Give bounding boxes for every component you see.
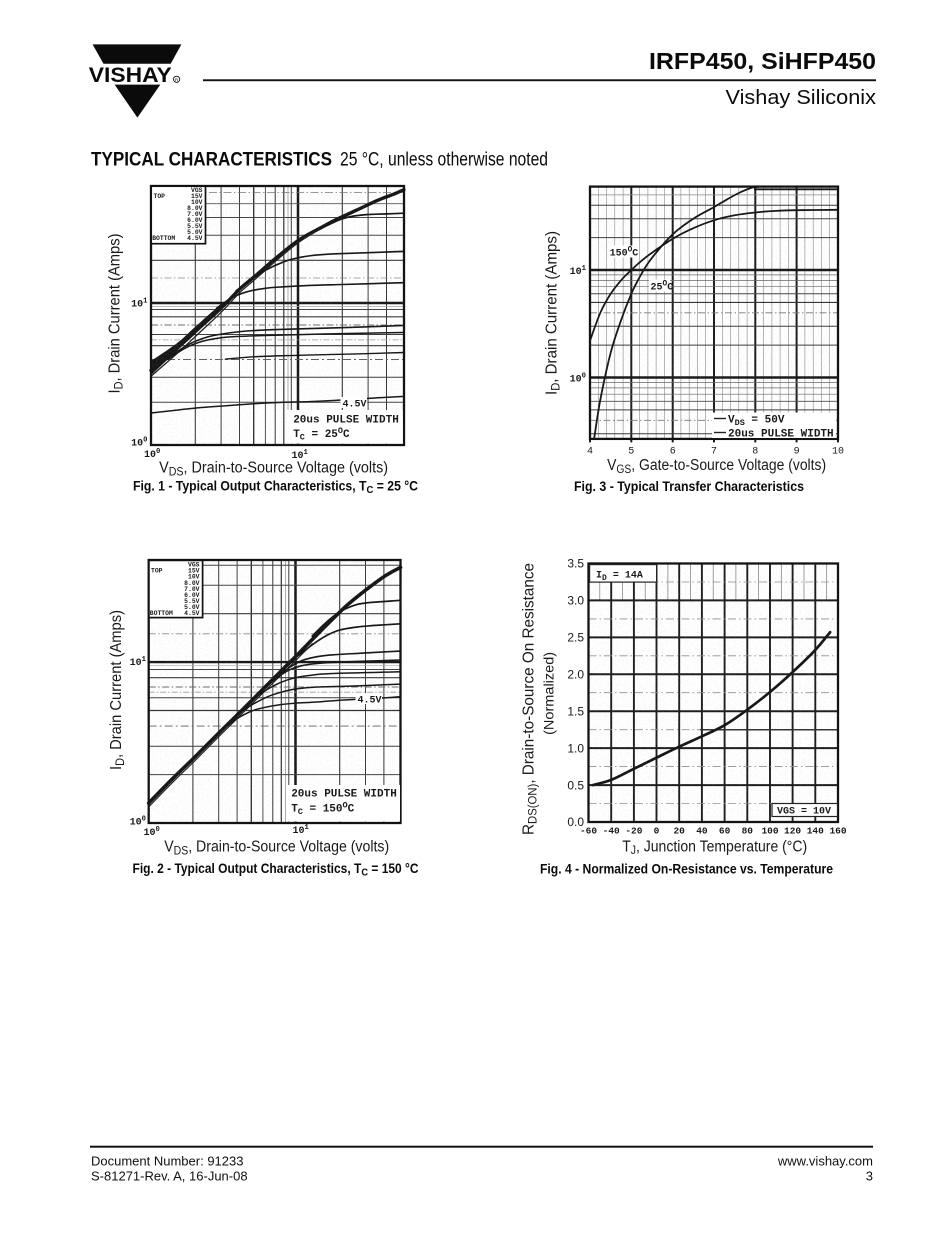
svg-text:10: 10 [832, 447, 844, 458]
svg-text:2.5: 2.5 [567, 631, 584, 645]
svg-text:4.5V: 4.5V [187, 235, 203, 242]
svg-text:VGS, Gate-to-Source Voltage (v: VGS, Gate-to-Source Voltage (volts) [607, 457, 826, 476]
svg-text:5: 5 [628, 447, 634, 458]
svg-text:5.5V: 5.5V [184, 598, 200, 605]
svg-text:R: R [175, 77, 179, 82]
svg-text:7.0V: 7.0V [187, 211, 203, 218]
svg-text:VDS, Drain-to-Source Voltage (: VDS, Drain-to-Source Voltage (volts) [164, 839, 389, 858]
svg-text:5.5V: 5.5V [187, 223, 203, 230]
svg-text:RDS(ON), Drain-to-Source On Re: RDS(ON), Drain-to-Source On Resistance [521, 563, 540, 835]
svg-text:TOP: TOP [154, 193, 166, 200]
svg-text:20: 20 [673, 826, 685, 837]
svg-text:0.0: 0.0 [567, 815, 584, 829]
svg-text:IRFP450, SiHFP450: IRFP450, SiHFP450 [649, 48, 876, 74]
svg-text:20us PULSE WIDTH: 20us PULSE WIDTH [728, 429, 834, 441]
svg-text:0.5: 0.5 [567, 778, 584, 792]
svg-text:7.0V: 7.0V [184, 586, 200, 593]
svg-text:60: 60 [719, 826, 731, 837]
svg-text:15V: 15V [188, 568, 200, 575]
svg-text:9: 9 [794, 447, 800, 458]
svg-text:8: 8 [752, 447, 758, 458]
svg-text:8.0V: 8.0V [187, 205, 203, 212]
svg-text:160: 160 [829, 826, 846, 837]
svg-text:ID = 14A: ID = 14A [596, 571, 643, 583]
svg-text:Document Number: 91233: Document Number: 91233 [91, 1154, 243, 1169]
svg-text:-40: -40 [603, 826, 620, 837]
svg-text:5.0V: 5.0V [184, 604, 200, 611]
svg-text:0: 0 [654, 826, 660, 837]
svg-text:10V: 10V [188, 574, 200, 581]
svg-text:150OC: 150OC [610, 247, 639, 260]
svg-text:BOTTOM: BOTTOM [152, 235, 175, 242]
svg-text:BOTTOM: BOTTOM [150, 610, 173, 617]
svg-text:120: 120 [784, 826, 801, 837]
svg-text:Fig. 1 - Typical Output Charac: Fig. 1 - Typical Output Characteristics,… [133, 479, 418, 496]
svg-text:100: 100 [761, 826, 778, 837]
svg-text:ID, Drain Current (Amps): ID, Drain Current (Amps) [108, 610, 127, 770]
svg-text:25OC: 25OC [651, 281, 674, 294]
svg-text:4.5V: 4.5V [184, 610, 200, 617]
svg-text:VDS, Drain-to-Source Voltage (: VDS, Drain-to-Source Voltage (volts) [159, 460, 388, 479]
svg-text:4.5V: 4.5V [358, 695, 382, 706]
svg-text:Vishay Siliconix: Vishay Siliconix [726, 86, 877, 109]
svg-text:40: 40 [696, 826, 708, 837]
svg-text:TJ, Junction Temperature (°C): TJ, Junction Temperature (°C) [622, 839, 807, 858]
svg-text:3: 3 [866, 1169, 873, 1184]
svg-text:4: 4 [587, 447, 593, 458]
svg-text:10V: 10V [191, 199, 203, 206]
svg-text:3.0: 3.0 [567, 594, 584, 608]
svg-text:1.5: 1.5 [567, 704, 584, 718]
svg-text:VGS = 10V: VGS = 10V [777, 807, 831, 818]
svg-text:VGS: VGS [191, 187, 203, 194]
svg-text:2.0: 2.0 [567, 668, 584, 682]
svg-text:VDS = 50V: VDS = 50V [728, 415, 785, 429]
svg-text:VGS: VGS [188, 562, 200, 569]
svg-text:1.0: 1.0 [567, 741, 584, 755]
svg-text:TC = 25OC: TC = 25OC [293, 426, 350, 443]
svg-text:ID, Drain Current (Amps): ID, Drain Current (Amps) [107, 234, 126, 394]
svg-text:7: 7 [711, 447, 717, 458]
svg-text:20us PULSE WIDTH: 20us PULSE WIDTH [291, 789, 397, 801]
svg-text:5.0V: 5.0V [187, 229, 203, 236]
svg-text:6.0V: 6.0V [184, 592, 200, 599]
svg-text:Fig. 3 - Typical Transfer Char: Fig. 3 - Typical Transfer Characteristic… [574, 479, 804, 494]
svg-text:20us PULSE WIDTH: 20us PULSE WIDTH [293, 415, 399, 427]
svg-text:-60: -60 [580, 826, 597, 837]
svg-text:TOP: TOP [151, 568, 163, 575]
svg-text:6: 6 [670, 447, 676, 458]
svg-text:8.0V: 8.0V [184, 580, 200, 587]
svg-text:S-81271-Rev. A, 16-Jun-08: S-81271-Rev. A, 16-Jun-08 [91, 1169, 248, 1184]
svg-text:80: 80 [742, 826, 754, 837]
svg-text:TC = 150OC: TC = 150OC [291, 801, 354, 818]
svg-text:VISHAY: VISHAY [89, 63, 172, 87]
svg-text:-20: -20 [625, 826, 642, 837]
svg-text:Fig. 4 - Normalized On-Resista: Fig. 4 - Normalized On-Resistance vs. Te… [540, 862, 833, 877]
svg-text:4.5V: 4.5V [343, 399, 367, 410]
svg-text:ID, Drain Current (Amps): ID, Drain Current (Amps) [544, 231, 563, 395]
svg-text:140: 140 [807, 826, 824, 837]
svg-text:15V: 15V [191, 193, 203, 200]
svg-text:www.vishay.com: www.vishay.com [777, 1154, 873, 1169]
svg-text:6.0V: 6.0V [187, 217, 203, 224]
svg-text:Fig. 2 - Typical Output Charac: Fig. 2 - Typical Output Characteristics,… [133, 861, 419, 878]
svg-text:3.5: 3.5 [567, 557, 584, 571]
svg-text:(Normalized): (Normalized) [541, 652, 557, 735]
